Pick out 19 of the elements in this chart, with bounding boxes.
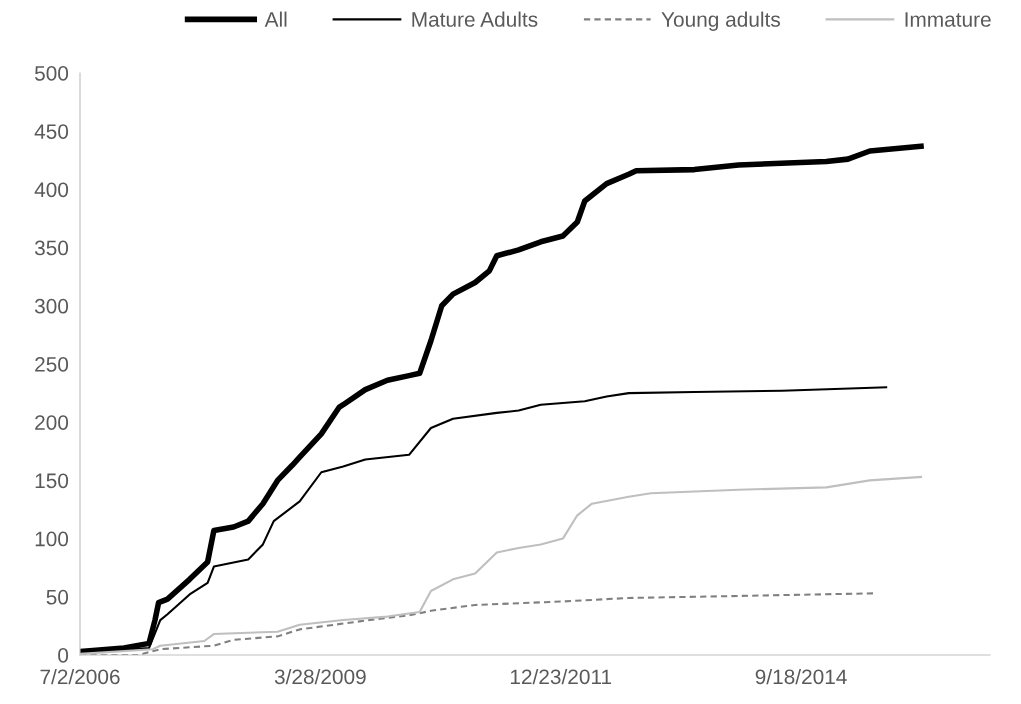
legend-label: All xyxy=(264,11,287,27)
x-tick-label: 9/18/2014 xyxy=(755,668,847,685)
legend-label: Mature Adults xyxy=(412,11,538,27)
y-tick-label: 300 xyxy=(34,298,69,314)
y-tick-label: 250 xyxy=(35,357,69,372)
y-tick-label: 350 xyxy=(34,240,69,256)
y-tick-label: 450 xyxy=(34,124,69,139)
y-tick-label: 50 xyxy=(46,589,69,605)
y-tick-label: 0 xyxy=(58,648,69,663)
y-tick-label: 500 xyxy=(34,66,69,81)
x-tick-label: 3/28/2009 xyxy=(274,668,366,685)
y-tick-label: 100 xyxy=(35,531,69,547)
y-tick-label: 200 xyxy=(35,415,69,430)
legend-label: Immature xyxy=(905,12,991,27)
x-tick-label: 7/2/2006 xyxy=(40,668,120,685)
y-tick-label: 150 xyxy=(35,473,69,489)
legend-label: Young adults xyxy=(661,11,780,31)
x-tick-label: 12/23/2011 xyxy=(510,668,612,685)
y-tick-label: 400 xyxy=(34,182,69,198)
